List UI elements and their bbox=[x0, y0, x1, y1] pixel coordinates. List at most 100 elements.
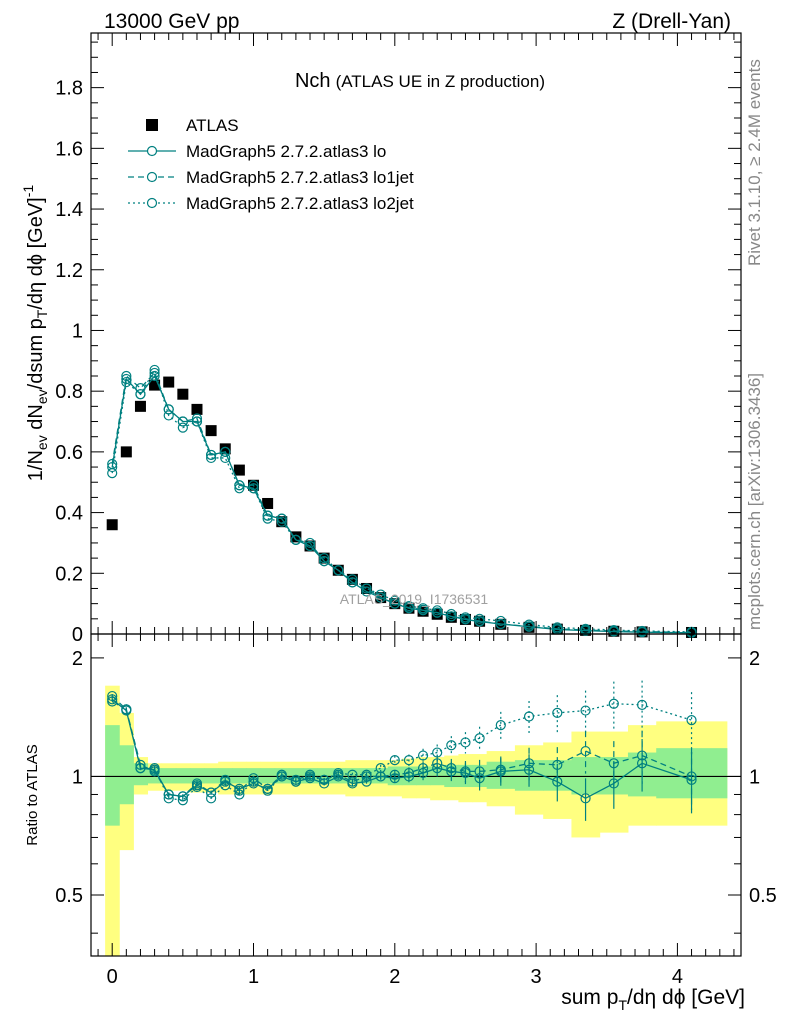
mc-point bbox=[495, 615, 506, 627]
atlas-point bbox=[134, 400, 146, 412]
mc-point bbox=[636, 625, 648, 637]
ratio-point bbox=[417, 750, 429, 761]
mc-point bbox=[495, 618, 506, 630]
ratio-panel: 0 1 2 3 4 0.5 0.5 1 1 2 2 Ratio to ATLAS sum pT/dη… bbox=[24, 633, 777, 1013]
atlas-point bbox=[233, 464, 245, 476]
mc-point bbox=[304, 537, 316, 549]
mc-point bbox=[206, 452, 217, 464]
ratio-point bbox=[319, 774, 330, 786]
mc-point bbox=[417, 603, 429, 614]
mc-point bbox=[248, 483, 259, 494]
ratio-y-tick-label: 1 bbox=[72, 766, 83, 788]
mc-point bbox=[580, 623, 591, 634]
ratio-point bbox=[552, 759, 563, 770]
ratio-point bbox=[163, 789, 174, 800]
ratio-point bbox=[474, 733, 485, 744]
mc-point bbox=[276, 516, 287, 527]
mc-point bbox=[403, 600, 415, 612]
ratio-point bbox=[686, 771, 697, 782]
x-tick-label: 4 bbox=[672, 966, 683, 988]
ratio-line bbox=[111, 695, 692, 798]
ratio-point bbox=[552, 707, 563, 719]
mc-point bbox=[446, 608, 457, 620]
ratio-point bbox=[636, 699, 648, 710]
x-tick-label: 2 bbox=[389, 966, 400, 988]
legend-label: ATLAS bbox=[186, 116, 239, 135]
atlas-point bbox=[106, 519, 118, 531]
ratio-point bbox=[191, 778, 203, 789]
ratio-point bbox=[248, 776, 259, 787]
ratio-point bbox=[495, 764, 506, 775]
ratio-point bbox=[375, 763, 386, 774]
mc-point bbox=[220, 452, 231, 464]
band-inner bbox=[204, 768, 219, 784]
ratio-y-tick-label: 2 bbox=[72, 648, 83, 670]
ratio-point bbox=[149, 763, 160, 774]
ratio-point bbox=[523, 764, 535, 775]
ratio-point bbox=[446, 766, 457, 777]
ratio-point bbox=[608, 698, 619, 709]
ratio-point bbox=[333, 767, 344, 779]
ratio-point bbox=[523, 758, 535, 769]
mc-point bbox=[389, 598, 400, 609]
mc-point bbox=[121, 376, 132, 388]
mc-point bbox=[121, 370, 132, 382]
x-tick-label: 0 bbox=[107, 966, 118, 988]
watermark: ATLAS_2019_I1736531 bbox=[340, 591, 489, 607]
atlas-point bbox=[219, 443, 231, 455]
ratio-point bbox=[580, 793, 591, 804]
mc-point bbox=[191, 416, 203, 427]
legend-label: MadGraph5 2.7.2.atlas3 lo1jet bbox=[186, 168, 414, 187]
x-tick-label: 1 bbox=[248, 966, 259, 988]
ratio-point bbox=[608, 758, 619, 769]
ratio-point bbox=[636, 750, 648, 761]
mc-point bbox=[347, 577, 358, 588]
band-inner bbox=[105, 725, 120, 826]
atlas-point bbox=[205, 425, 217, 437]
x-tick-label: 3 bbox=[531, 966, 542, 988]
mc-point bbox=[375, 589, 386, 600]
ratio-point bbox=[347, 776, 358, 787]
band-inner bbox=[119, 745, 134, 805]
ratio-y-tick-label-right: 1 bbox=[749, 766, 760, 788]
atlas-point bbox=[163, 376, 175, 388]
ratio-point bbox=[347, 769, 358, 780]
ratio-point bbox=[177, 791, 188, 802]
ratio-point bbox=[580, 745, 591, 757]
ratio-point bbox=[432, 747, 443, 758]
x-axis-title: sum pT/dη dϕ [GeV] bbox=[561, 986, 745, 1013]
mc-point bbox=[135, 389, 146, 400]
mc-point bbox=[333, 565, 344, 576]
y-tick-label: 0.2 bbox=[55, 563, 83, 585]
ratio-point bbox=[262, 785, 273, 796]
header-process: Z (Drell-Yan) bbox=[612, 10, 731, 33]
ratio-point bbox=[163, 793, 174, 804]
mc-point bbox=[163, 410, 174, 421]
mc-point bbox=[474, 613, 485, 624]
ratio-point bbox=[220, 780, 231, 791]
ratio-line bbox=[111, 698, 692, 800]
legend: ATLAS MadGraph5 2.7.2.atlas3 lo MadGraph5 … bbox=[128, 116, 414, 213]
y-axis-title: 1/Nev dNev/dsum pT/dη dϕ [GeV]-1 bbox=[20, 185, 50, 482]
band-inner bbox=[161, 768, 177, 784]
mc-point bbox=[135, 383, 146, 394]
ratio-point bbox=[460, 737, 471, 748]
ratio-point bbox=[417, 763, 429, 774]
ratio-point bbox=[580, 705, 591, 716]
mc-point bbox=[361, 583, 372, 594]
mc-point bbox=[304, 540, 316, 552]
ratio-point bbox=[460, 766, 471, 777]
ratio-point bbox=[389, 755, 400, 766]
mc-point bbox=[177, 422, 188, 433]
ratio-point bbox=[432, 763, 443, 774]
mcplots-label: mcplots.cern.ch [arXiv:1306.3436] bbox=[745, 373, 764, 630]
mc-point bbox=[319, 553, 330, 564]
ratio-point bbox=[206, 793, 217, 804]
band-inner bbox=[175, 768, 191, 784]
y-tick-label: 0.6 bbox=[55, 442, 83, 464]
ratio-line bbox=[111, 700, 692, 801]
ratio-point bbox=[121, 704, 132, 715]
y-tick-label: 0.8 bbox=[55, 381, 83, 403]
legend-marker bbox=[146, 171, 158, 183]
